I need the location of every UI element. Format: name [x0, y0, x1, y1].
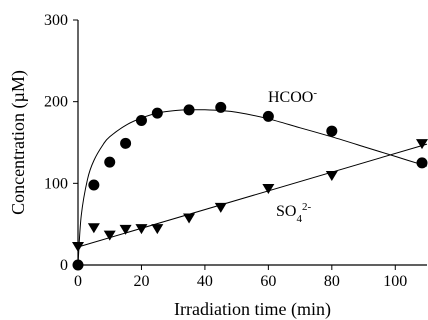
series-label-sulfate-base: SO	[276, 203, 296, 220]
data-point-hcoo	[326, 125, 338, 137]
data-point-hcoo	[88, 179, 100, 191]
fit-curves	[77, 109, 428, 266]
series-label-sulfate-charge: 2-	[302, 201, 312, 213]
data-point-hcoo	[416, 157, 428, 169]
data-point-sulfate	[183, 213, 196, 224]
chart-axes	[77, 20, 427, 266]
fit-curve-series-1	[77, 143, 428, 248]
x-tick-label: 20	[133, 273, 149, 290]
data-point-sulfate	[135, 224, 148, 235]
data-point-sulfate	[119, 224, 132, 235]
data-point-sulfate	[151, 224, 164, 235]
data-point-sulfate	[262, 184, 275, 195]
series-label-hcoo-base: HCOO	[268, 89, 313, 106]
data-point-hcoo	[104, 156, 116, 168]
series-label-hcoo-charge: -	[313, 87, 317, 99]
data-point-hcoo	[151, 107, 163, 119]
data-point-hcoo	[215, 101, 227, 113]
x-tick-label: 40	[197, 273, 213, 290]
y-ticks: 0 100 200 300	[44, 12, 78, 274]
data-point-hcoo	[135, 114, 147, 126]
series-label-sulfate-subscript: 4	[296, 213, 302, 225]
x-tick-label: 0	[74, 273, 82, 290]
data-point-hcoo	[120, 137, 132, 149]
data-point-hcoo	[262, 110, 274, 122]
x-tick-label: 60	[260, 273, 276, 290]
x-ticks: 0 20 40 60 80 100	[74, 265, 407, 290]
data-point-sulfate	[214, 202, 227, 213]
x-axis-title: Irradiation time (min)	[174, 299, 331, 320]
data-point-sulfate	[72, 242, 84, 253]
x-tick-label: 100	[383, 273, 407, 290]
series-label-sulfate: SO42-	[276, 201, 311, 225]
data-point-sulfate	[87, 223, 100, 234]
fit-curve-series-0	[77, 109, 428, 266]
y-tick-label: 200	[44, 94, 68, 111]
data-point-sulfate	[103, 230, 116, 241]
y-tick-label: 300	[44, 12, 68, 29]
data-point-hcoo	[183, 104, 195, 116]
data-points	[72, 101, 428, 271]
y-tick-label: 0	[60, 257, 68, 274]
data-point-sulfate	[416, 139, 428, 150]
y-axis-title: Concentration (µM)	[8, 70, 29, 215]
y-tick-label: 100	[44, 175, 68, 192]
data-point-hcoo	[72, 259, 84, 271]
data-point-sulfate	[325, 170, 338, 181]
series-label-hcoo: HCOO-	[268, 87, 317, 106]
x-tick-label: 80	[324, 273, 340, 290]
